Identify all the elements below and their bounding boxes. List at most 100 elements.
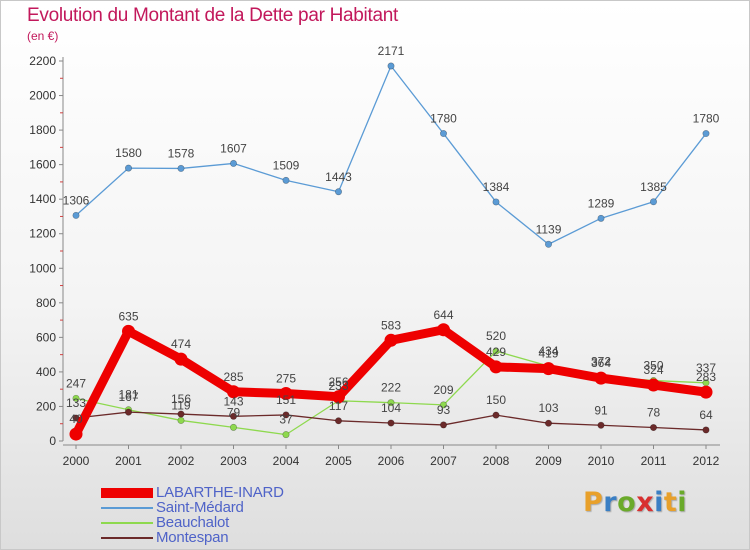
data-label-montespan: 78 (647, 406, 661, 420)
data-label-labarthe-inard: 285 (223, 370, 243, 384)
data-label-montespan: 151 (276, 393, 296, 407)
y-tick-label: 800 (36, 296, 56, 310)
data-label-beauchalot: 79 (227, 405, 241, 419)
data-point-labarthe-inard (332, 390, 345, 404)
data-point-labarthe-inard (489, 360, 503, 374)
data-label-labarthe-inard: 40 (69, 412, 83, 426)
y-tick-label: 1200 (29, 227, 56, 241)
y-tick-label: 2000 (29, 89, 56, 103)
data-point-montespan (334, 417, 342, 425)
data-point-labarthe-inard (227, 385, 240, 399)
data-label-saint-m-dard: 1306 (63, 193, 90, 207)
x-tick-label: 2009 (535, 454, 562, 468)
data-point-montespan (177, 410, 185, 418)
data-point-labarthe-inard (699, 385, 713, 399)
data-point-saint-m-dard (439, 130, 447, 138)
data-label-saint-m-dard: 1443 (325, 170, 352, 184)
data-label-saint-m-dard: 1607 (220, 141, 247, 155)
data-point-montespan (702, 426, 710, 434)
data-label-montespan: 150 (486, 393, 506, 407)
data-label-montespan: 104 (381, 401, 401, 415)
data-label-beauchalot: 181 (118, 388, 138, 402)
data-point-saint-m-dard (177, 164, 185, 172)
legend-swatch (101, 521, 153, 524)
legend-swatch (101, 536, 153, 539)
data-point-labarthe-inard (594, 371, 608, 385)
logo-letter: r (603, 487, 618, 518)
data-point-montespan (597, 421, 605, 429)
x-tick-label: 2004 (273, 454, 300, 468)
data-point-saint-m-dard (72, 211, 80, 219)
data-label-saint-m-dard: 1384 (483, 180, 510, 194)
x-tick-label: 2012 (693, 454, 720, 468)
data-label-saint-m-dard: 1578 (168, 146, 195, 160)
data-label-beauchalot: 222 (381, 381, 401, 395)
data-point-saint-m-dard (125, 164, 133, 172)
data-point-saint-m-dard (702, 130, 710, 138)
x-tick-label: 2001 (115, 454, 142, 468)
data-label-saint-m-dard: 1509 (273, 158, 300, 172)
data-label-labarthe-inard: 256 (328, 375, 348, 389)
legend-item: Beauchalot (101, 515, 284, 530)
data-point-saint-m-dard (544, 240, 552, 248)
chart-legend: LABARTHE-INARD Saint-Médard Beauchalot Mont… (101, 485, 284, 545)
legend-swatch (101, 506, 153, 509)
data-point-montespan (649, 424, 657, 432)
data-point-beauchalot (72, 394, 80, 402)
y-tick-label: 1400 (29, 192, 56, 206)
data-label-labarthe-inard: 635 (118, 309, 138, 323)
data-label-labarthe-inard: 324 (643, 363, 663, 377)
data-label-beauchalot: 119 (171, 398, 190, 412)
legend-item: Saint-Médard (101, 500, 284, 515)
data-label-saint-m-dard: 1289 (588, 196, 615, 210)
y-tick-label: 2200 (29, 54, 56, 68)
x-tick-label: 2003 (220, 454, 247, 468)
data-label-saint-m-dard: 1780 (430, 112, 457, 126)
data-point-labarthe-inard (542, 362, 555, 376)
data-point-montespan (230, 412, 238, 420)
data-label-saint-m-dard: 1139 (536, 222, 562, 236)
logo-letter: t (663, 487, 678, 518)
data-label-saint-m-dard: 2171 (378, 44, 405, 58)
legend-label: LABARTHE-INARD (156, 484, 284, 501)
data-point-beauchalot (387, 399, 395, 407)
data-point-labarthe-inard (279, 387, 293, 400)
legend-item: LABARTHE-INARD (101, 485, 284, 500)
data-label-saint-m-dard: 1580 (115, 146, 142, 160)
data-point-montespan (282, 411, 290, 419)
data-point-saint-m-dard (649, 198, 657, 206)
data-label-montespan: 93 (437, 403, 451, 417)
data-label-beauchalot: 233 (328, 379, 348, 393)
legend-label: Beauchalot (156, 514, 230, 531)
chart-title: Evolution du Montant de la Dette par Hab… (27, 5, 398, 26)
x-tick-label: 2011 (641, 454, 667, 468)
data-point-montespan (439, 421, 447, 429)
data-label-montespan: 64 (699, 408, 713, 422)
data-label-labarthe-inard: 644 (433, 308, 453, 322)
data-point-montespan (387, 419, 395, 427)
data-point-beauchalot (439, 401, 447, 409)
data-label-beauchalot: 37 (279, 413, 293, 427)
data-point-saint-m-dard (282, 176, 290, 184)
logo-letter: x (636, 487, 655, 518)
x-tick-label: 2005 (325, 454, 352, 468)
data-label-beauchalot: 350 (643, 359, 663, 373)
legend-label: Montespan (156, 529, 229, 546)
data-point-montespan (544, 419, 552, 427)
data-label-montespan: 133 (66, 396, 86, 410)
data-point-saint-m-dard (387, 62, 395, 70)
data-label-montespan: 156 (171, 392, 191, 406)
data-label-montespan: 91 (594, 403, 608, 417)
chart-unit: (en €) (27, 29, 59, 43)
data-point-saint-m-dard (597, 214, 605, 222)
data-point-beauchalot (177, 416, 185, 424)
logo-letter: P (583, 487, 604, 518)
logo-letter: o (617, 487, 637, 518)
legend-label: Saint-Médard (156, 499, 244, 516)
y-tick-label: 1800 (29, 123, 56, 137)
data-point-montespan (125, 408, 133, 416)
logo-letter: i (654, 487, 664, 518)
x-tick-label: 2006 (378, 454, 405, 468)
